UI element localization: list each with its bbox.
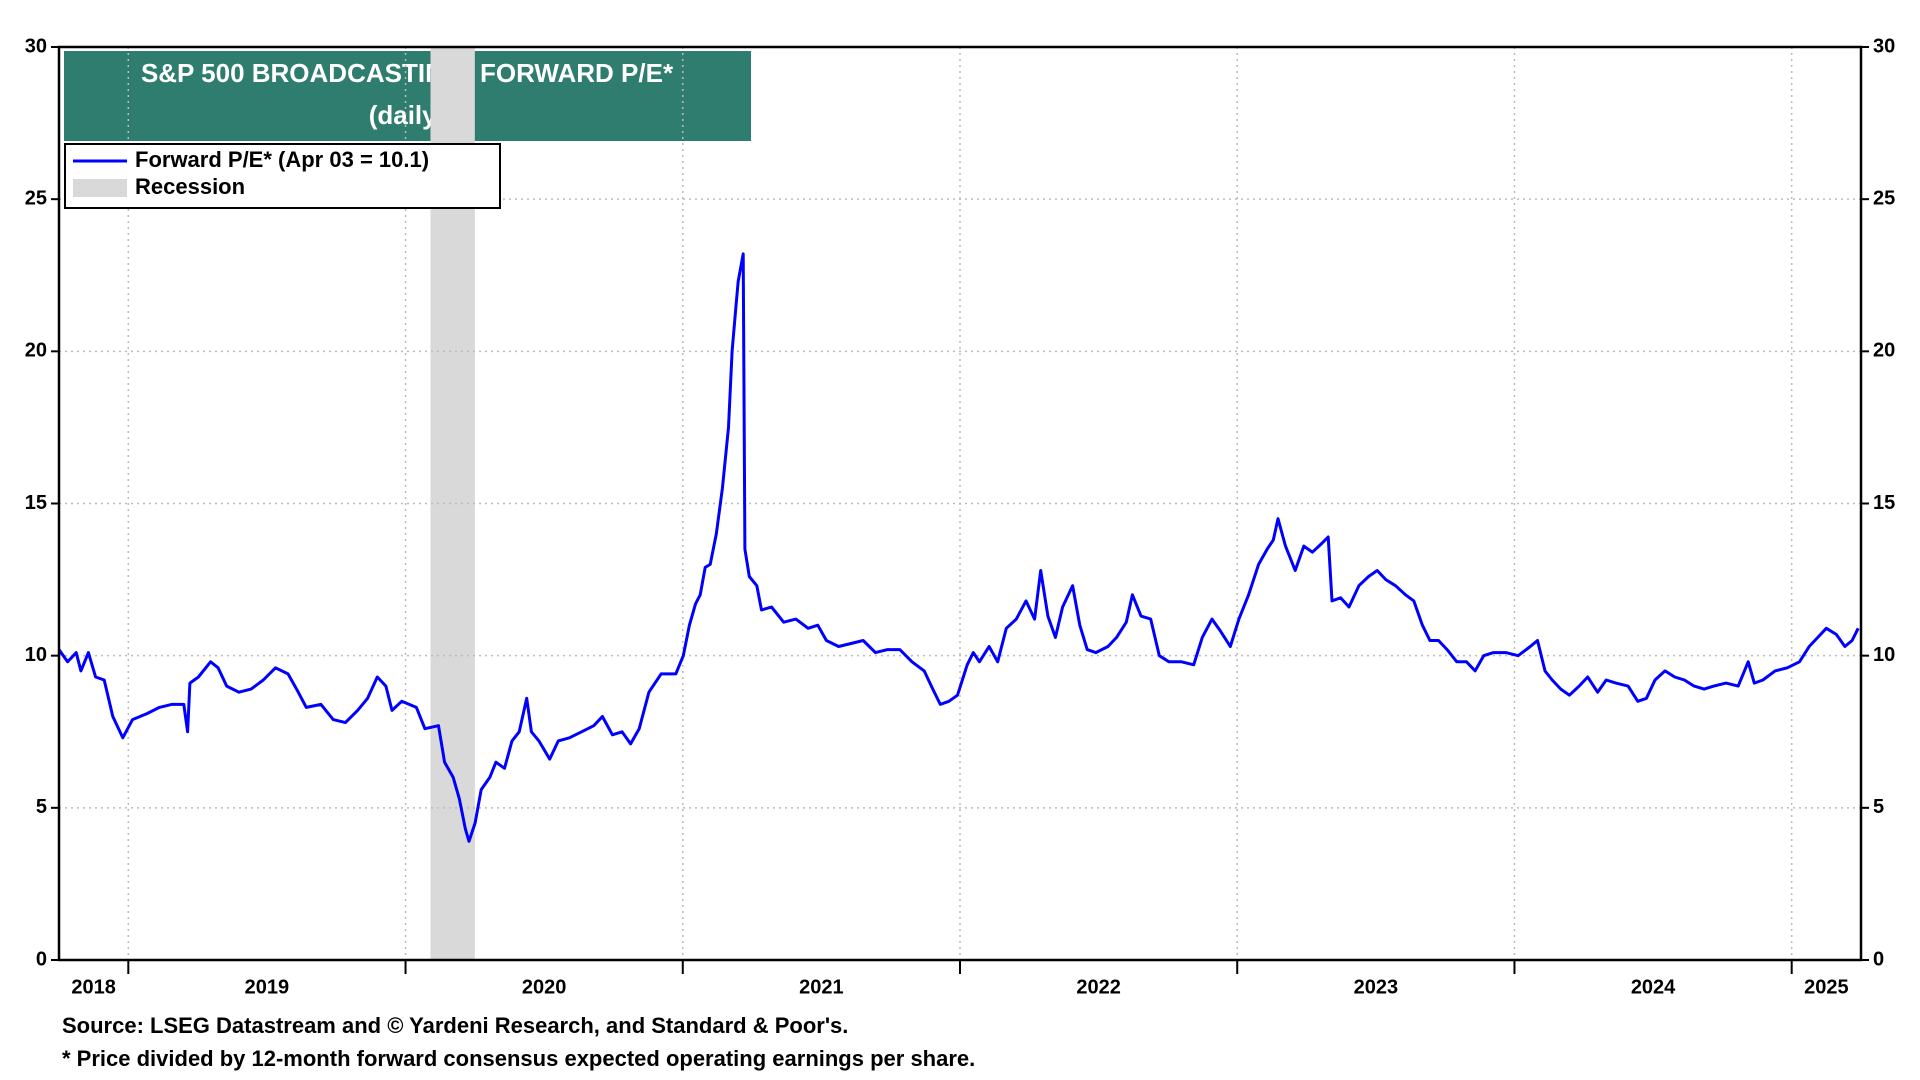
y2-tick-label: 20	[1873, 340, 1895, 362]
source-note: Source: LSEG Datastream and © Yardeni Re…	[62, 1013, 848, 1038]
y-tick-label: 0	[36, 948, 47, 970]
title-box	[64, 51, 751, 141]
y-tick-label: 20	[25, 340, 47, 362]
y-tick-label: 10	[25, 644, 47, 666]
x-tick-label: 2023	[1354, 976, 1399, 998]
x-tick-label: 2018	[71, 976, 116, 998]
y-tick-label: 25	[25, 187, 47, 209]
x-tick-label: 2025	[1804, 976, 1849, 998]
legend-label: Forward P/E* (Apr 03 = 10.1)	[135, 147, 429, 172]
legend-swatch	[73, 179, 127, 197]
y-tick-label: 5	[36, 796, 47, 818]
y2-tick-label: 5	[1873, 796, 1884, 818]
y2-tick-label: 10	[1873, 644, 1895, 666]
series-line	[57, 252, 1860, 843]
y-tick-label: 15	[25, 492, 47, 514]
y-tick-label: 30	[25, 35, 47, 57]
x-tick-label: 2021	[799, 976, 844, 998]
y2-tick-label: 0	[1873, 948, 1884, 970]
x-tick-label: 2022	[1076, 976, 1121, 998]
x-tick-label: 2019	[245, 976, 290, 998]
legend-box	[64, 143, 501, 209]
y2-tick-label: 25	[1873, 187, 1895, 209]
y2-tick-label: 30	[1873, 35, 1895, 57]
y2-tick-label: 15	[1873, 492, 1895, 514]
x-tick-label: 2020	[522, 976, 567, 998]
chart-title: S&P 500 BROADCASTING: FORWARD P/E*	[141, 58, 674, 88]
legend-label: Recession	[135, 174, 245, 199]
x-tick-label: 2024	[1631, 976, 1676, 998]
plot-frame	[57, 45, 1863, 962]
footnote: * Price divided by 12-month forward cons…	[62, 1046, 975, 1071]
